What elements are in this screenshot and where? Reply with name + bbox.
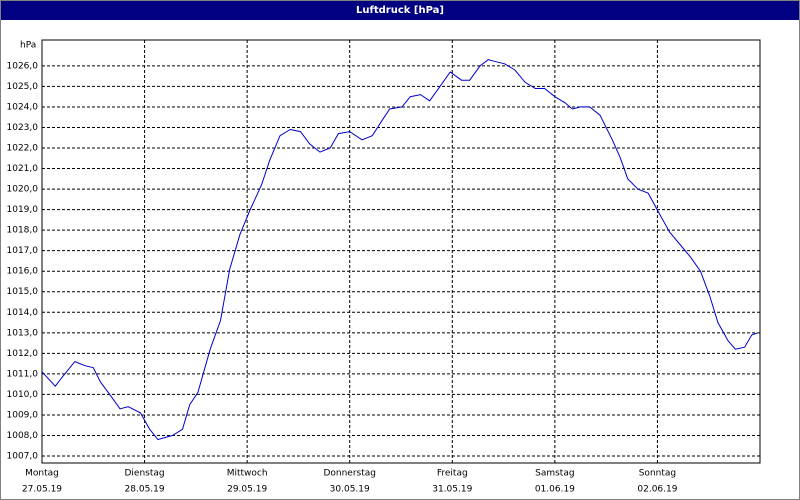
- x-tick-label: Sonntag: [639, 469, 676, 479]
- x-tick-date: 30.05.19: [330, 485, 370, 495]
- y-tick-label: 1012,0: [7, 349, 39, 359]
- y-axis-unit: hPa: [20, 41, 36, 51]
- y-tick-label: 1013,0: [7, 328, 39, 338]
- y-tick-label: 1026,0: [7, 61, 39, 71]
- x-tick-label: Mittwoch: [227, 469, 268, 479]
- x-tick-label: Montag: [25, 469, 59, 479]
- y-tick-label: 1019,0: [7, 205, 39, 215]
- title-bar: Luftdruck [hPa]: [1, 1, 799, 20]
- x-tick-date: 31.05.19: [432, 485, 472, 495]
- y-tick-label: 1023,0: [7, 123, 39, 133]
- plot-frame: [41, 39, 761, 464]
- y-tick-label: 1016,0: [7, 267, 39, 277]
- x-tick-date: 02.06.19: [637, 485, 677, 495]
- x-tick-date: 01.06.19: [535, 485, 575, 495]
- y-tick-label: 1025,0: [7, 82, 39, 92]
- y-tick-label: 1015,0: [7, 287, 39, 297]
- y-tick-label: 1018,0: [7, 226, 39, 236]
- y-tick-label: 1017,0: [7, 246, 39, 256]
- x-tick-label: Donnerstag: [323, 469, 376, 479]
- y-tick-label: 1024,0: [7, 102, 39, 112]
- pressure-line: [41, 59, 759, 441]
- x-tick-date: 28.05.19: [125, 485, 165, 495]
- x-tick-label: Dienstag: [125, 469, 165, 479]
- y-tick-label: 1011,0: [7, 369, 39, 379]
- y-tick-label: 1010,0: [7, 390, 39, 400]
- x-tick-label: Freitag: [437, 469, 468, 479]
- y-tick-label: 1021,0: [7, 164, 39, 174]
- y-tick-label: 1009,0: [7, 410, 39, 420]
- x-tick-date: 27.05.19: [22, 485, 62, 495]
- x-tick-label: Samstag: [535, 469, 574, 479]
- y-tick-label: 1022,0: [7, 144, 39, 154]
- y-tick-label: 1014,0: [7, 308, 39, 318]
- y-tick-label: 1020,0: [7, 185, 39, 195]
- y-tick-label: 1008,0: [7, 431, 39, 441]
- y-tick-label: 1007,0: [7, 452, 39, 462]
- x-tick-date: 29.05.19: [227, 485, 267, 495]
